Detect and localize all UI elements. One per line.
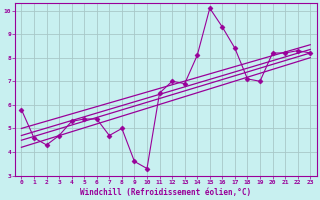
X-axis label: Windchill (Refroidissement éolien,°C): Windchill (Refroidissement éolien,°C) <box>80 188 252 197</box>
